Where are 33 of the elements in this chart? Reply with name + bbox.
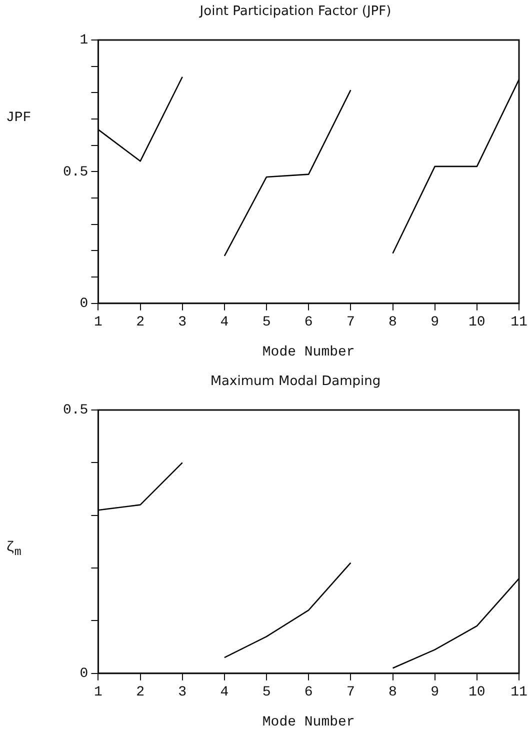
- x-axis-title: Mode Number: [262, 714, 355, 730]
- y-tick-label: 0.5: [62, 164, 88, 180]
- x-tick-label: 7: [346, 314, 355, 331]
- y-tick-label: 1: [80, 32, 88, 49]
- x-tick-label: 3: [178, 314, 187, 331]
- chart-title: Maximum Modal Damping: [209, 374, 382, 389]
- x-tick-label: 8: [388, 684, 397, 701]
- x-tick-label: 9: [430, 314, 440, 331]
- x-tick-label: 8: [388, 314, 397, 331]
- x-tick-label: 9: [430, 684, 440, 701]
- y-axis-title: JPF: [6, 110, 32, 126]
- x-tick-label: 4: [220, 684, 229, 701]
- x-tick-label: 5: [262, 314, 271, 331]
- x-axis-title: Mode Number: [262, 344, 355, 360]
- x-tick-label: 4: [220, 314, 229, 331]
- x-tick-label: 1: [94, 314, 102, 331]
- y-tick-label: 0: [80, 666, 88, 682]
- y-tick-label: 0: [80, 296, 88, 312]
- x-tick-label: 1: [94, 684, 102, 701]
- x-tick-label: 10: [468, 684, 486, 701]
- x-tick-label: 2: [136, 314, 144, 331]
- x-tick-label: 6: [304, 684, 313, 701]
- x-tick-label: 10: [468, 314, 486, 331]
- x-tick-label: 11: [510, 684, 528, 701]
- chart-title: Joint Participation Factor (JPF): [198, 4, 392, 19]
- y-tick-label: 0.5: [62, 402, 88, 419]
- x-tick-label: 6: [304, 314, 313, 331]
- y-axis-title: ζ$_{m}$: [6, 540, 22, 559]
- x-tick-label: 7: [346, 684, 355, 701]
- x-tick-label: 3: [178, 684, 187, 701]
- x-tick-label: 5: [262, 684, 271, 701]
- x-tick-label: 2: [136, 684, 144, 701]
- x-tick-label: 11: [510, 314, 528, 331]
